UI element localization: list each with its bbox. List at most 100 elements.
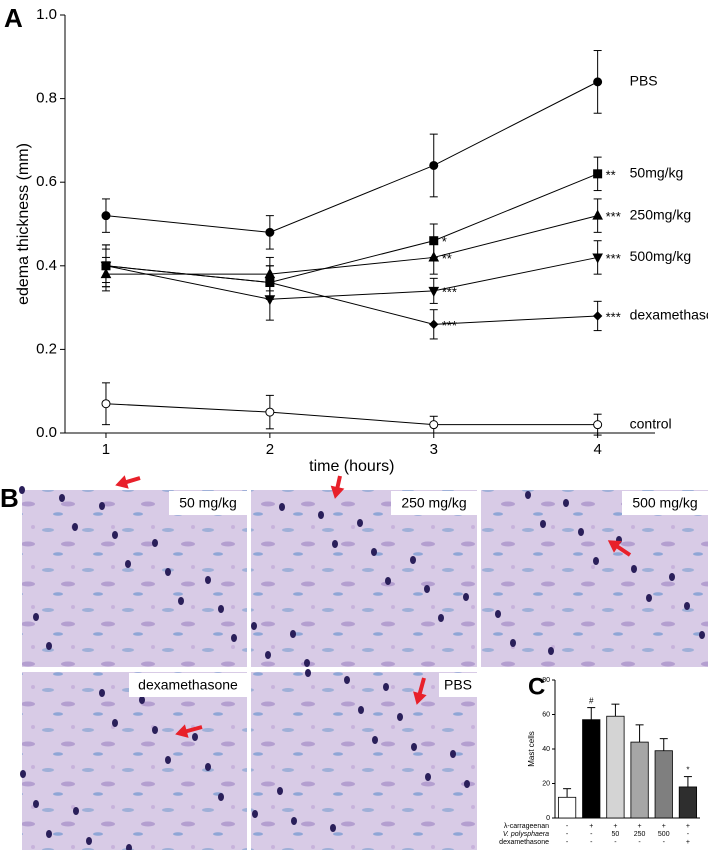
cell: [139, 696, 145, 704]
cell: [385, 577, 391, 585]
series-line: [105, 81, 598, 233]
condition-cell: +: [589, 823, 593, 830]
significance: ***: [606, 251, 621, 266]
x-axis-title: time (hours): [309, 458, 394, 475]
condition-cell: 500: [658, 831, 670, 838]
condition-cell: -: [663, 839, 666, 846]
x-tick-label: 2: [266, 441, 274, 458]
significance: **: [606, 167, 616, 182]
y-axis-title: edema thickness (mm): [15, 143, 32, 305]
cell: [330, 824, 336, 832]
series-label: dexamethasone: [630, 307, 708, 323]
cell: [59, 494, 65, 502]
marker: [265, 227, 275, 237]
y-tick-label: 40: [542, 746, 550, 753]
cell: [218, 793, 224, 801]
cell: [231, 634, 237, 642]
bar: [678, 786, 698, 819]
cell: [112, 719, 118, 727]
series-line: [105, 265, 598, 325]
cell: [669, 573, 675, 581]
marker: [593, 77, 603, 87]
bar: [606, 715, 625, 819]
cell: [424, 585, 430, 593]
condition-cell: 50: [612, 831, 620, 838]
marker: [265, 277, 275, 288]
condition-cell: 250: [634, 831, 646, 838]
cell: [218, 605, 224, 613]
condition-cell: +: [686, 823, 690, 830]
condition-cell: +: [638, 823, 642, 830]
cell: [699, 631, 705, 639]
cell: [279, 503, 285, 511]
cell: [450, 750, 456, 758]
label-box: [129, 673, 247, 697]
y-tick-label: 80: [542, 677, 550, 684]
cell: [646, 594, 652, 602]
bar: [654, 750, 673, 819]
cell: [397, 713, 403, 721]
marker: [593, 169, 603, 179]
condition-cell: -: [638, 839, 641, 846]
series-label: 500mg/kg: [630, 248, 691, 264]
cell: [165, 568, 171, 576]
marker: [101, 261, 111, 271]
cell: [20, 770, 26, 778]
marker: [101, 211, 111, 221]
cell: [684, 602, 690, 610]
y-axis-title: Mast cells: [527, 731, 536, 767]
series-line: [105, 256, 598, 300]
y-tick-label: 1.0: [36, 6, 57, 23]
significance: *: [442, 234, 447, 249]
marker: [265, 407, 275, 417]
marker: [429, 420, 439, 430]
cell: [251, 622, 257, 630]
marker: [428, 286, 440, 297]
cell: [205, 576, 211, 584]
series-line: [105, 403, 598, 426]
cell: [464, 780, 470, 788]
micrograph: [22, 672, 247, 850]
cell: [305, 669, 311, 677]
cell: [152, 539, 158, 547]
label-box: [439, 673, 477, 697]
micrograph: [251, 490, 477, 667]
significance: ***: [606, 209, 621, 224]
y-tick-label: 0.2: [36, 340, 57, 357]
image-label: 500 mg/kg: [632, 495, 697, 511]
y-tick-label: 0.8: [36, 90, 57, 107]
bar: [582, 719, 601, 819]
cell: [73, 807, 79, 815]
cell: [165, 756, 171, 764]
arrow-head: [115, 475, 129, 489]
y-tick-label: 0.4: [36, 257, 57, 274]
cell: [290, 630, 296, 638]
cell: [383, 683, 389, 691]
significance: ***: [442, 318, 457, 333]
cell: [99, 689, 105, 697]
cell: [578, 528, 584, 536]
marker: [592, 253, 603, 264]
condition-cell: +: [662, 823, 666, 830]
cell: [540, 520, 546, 528]
cell: [46, 642, 52, 650]
label-box: [391, 491, 477, 515]
cell: [510, 639, 516, 647]
marker: [593, 420, 603, 430]
panel-label: B: [0, 483, 19, 513]
x-tick-label: 1: [102, 441, 110, 458]
cell: [318, 511, 324, 519]
condition-cell: -: [590, 831, 593, 838]
condition-cell: +: [686, 839, 690, 846]
cell: [112, 531, 118, 539]
bar: [557, 796, 577, 819]
arrow-head: [175, 724, 189, 738]
cell: [410, 556, 416, 564]
cell: [125, 560, 131, 568]
cell: [438, 614, 444, 622]
cell: [33, 613, 39, 621]
y-tick-label: 0: [546, 815, 550, 822]
image-label: PBS: [444, 677, 472, 693]
condition-name: V. polysphaera: [503, 831, 549, 838]
